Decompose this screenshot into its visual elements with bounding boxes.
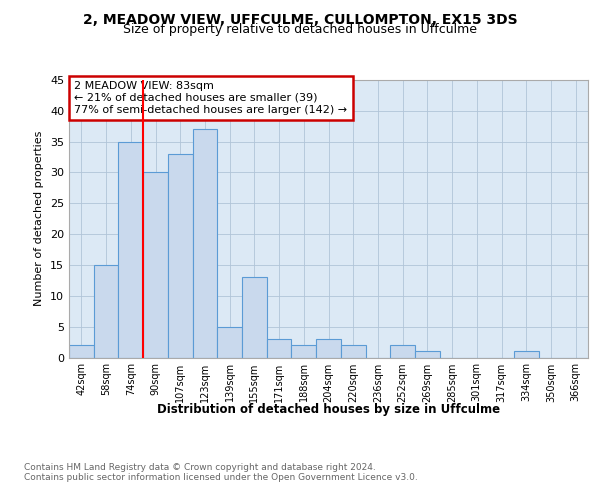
Bar <box>217 326 242 358</box>
Bar <box>193 130 217 358</box>
Bar <box>390 345 415 358</box>
Bar <box>292 345 316 358</box>
Text: Contains public sector information licensed under the Open Government Licence v3: Contains public sector information licen… <box>24 472 418 482</box>
Text: 2, MEADOW VIEW, UFFCULME, CULLOMPTON, EX15 3DS: 2, MEADOW VIEW, UFFCULME, CULLOMPTON, EX… <box>83 12 517 26</box>
Text: Distribution of detached houses by size in Uffculme: Distribution of detached houses by size … <box>157 402 500 415</box>
Text: Size of property relative to detached houses in Uffculme: Size of property relative to detached ho… <box>123 22 477 36</box>
Text: 2 MEADOW VIEW: 83sqm
← 21% of detached houses are smaller (39)
77% of semi-detac: 2 MEADOW VIEW: 83sqm ← 21% of detached h… <box>74 82 347 114</box>
Bar <box>168 154 193 358</box>
Bar <box>341 345 365 358</box>
Bar <box>118 142 143 358</box>
Y-axis label: Number of detached properties: Number of detached properties <box>34 131 44 306</box>
Bar <box>514 352 539 358</box>
Bar <box>242 278 267 357</box>
Text: Contains HM Land Registry data © Crown copyright and database right 2024.: Contains HM Land Registry data © Crown c… <box>24 462 376 471</box>
Bar <box>267 339 292 357</box>
Bar <box>316 339 341 357</box>
Bar <box>415 352 440 358</box>
Bar <box>69 345 94 358</box>
Bar <box>94 265 118 358</box>
Bar <box>143 172 168 358</box>
